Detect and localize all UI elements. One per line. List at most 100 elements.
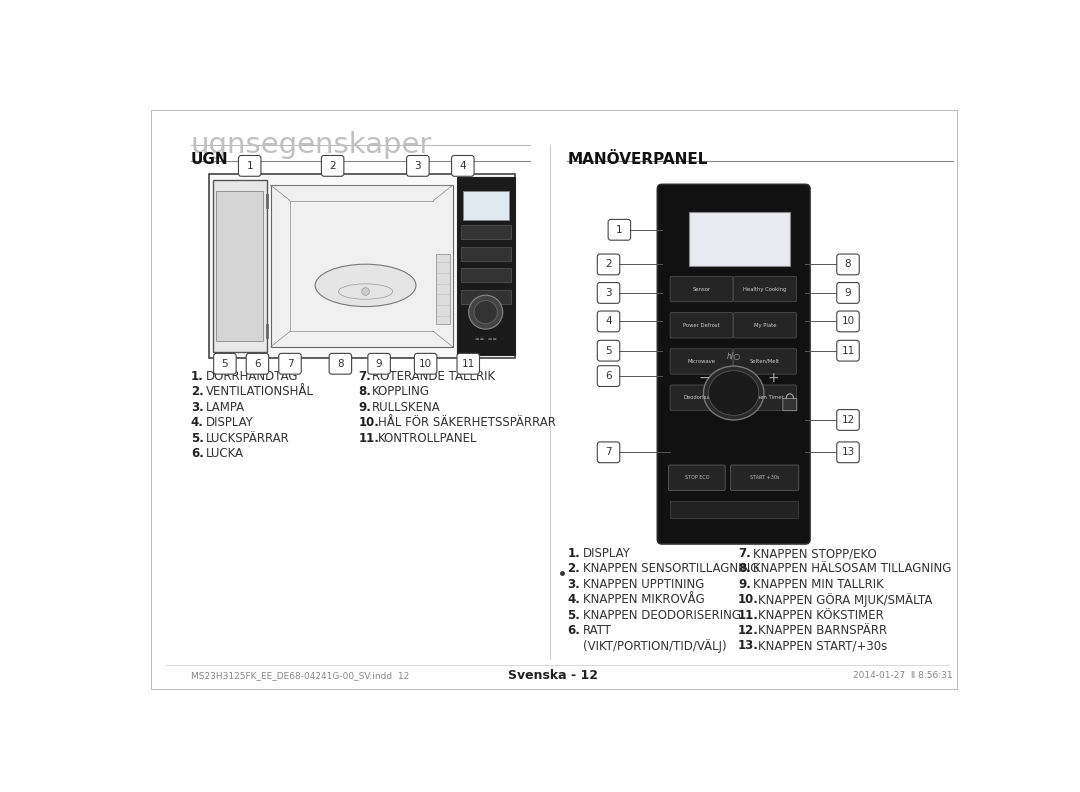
FancyBboxPatch shape xyxy=(451,155,474,177)
Bar xyxy=(460,268,511,282)
Text: 2014-01-27  Ⅱ 8:56:31: 2014-01-27 Ⅱ 8:56:31 xyxy=(853,671,953,680)
Text: 2.: 2. xyxy=(191,386,203,398)
Text: DÖRRHANDTAG: DÖRRHANDTAG xyxy=(206,370,299,383)
Ellipse shape xyxy=(708,371,759,415)
Text: LUCKA: LUCKA xyxy=(206,447,244,460)
Text: 6.: 6. xyxy=(191,447,204,460)
Text: 3.: 3. xyxy=(191,401,203,413)
Text: 11: 11 xyxy=(841,345,854,356)
FancyBboxPatch shape xyxy=(597,283,620,303)
FancyBboxPatch shape xyxy=(239,155,261,177)
Text: MS23H3125FK_EE_DE68-04241G-00_SV.indd  12: MS23H3125FK_EE_DE68-04241G-00_SV.indd 12 xyxy=(191,671,409,680)
Circle shape xyxy=(469,295,502,329)
Bar xyxy=(208,173,515,358)
Text: 12: 12 xyxy=(841,415,854,425)
Text: 9.: 9. xyxy=(359,401,372,413)
Text: KNAPPEN BARNSPÄRR: KNAPPEN BARNSPÄRR xyxy=(758,624,888,637)
Text: KNAPPEN START/+30s: KNAPPEN START/+30s xyxy=(758,639,888,653)
Text: 1: 1 xyxy=(616,225,623,234)
Text: 10: 10 xyxy=(419,359,432,369)
Text: DISPLAY: DISPLAY xyxy=(206,416,254,429)
Text: 1.: 1. xyxy=(567,547,580,560)
Text: START +30s: START +30s xyxy=(750,475,779,480)
Text: VENTILATIONSHÅL: VENTILATIONSHÅL xyxy=(206,386,314,398)
Text: KNAPPEN HÄLSOSAM TILLAGNING: KNAPPEN HÄLSOSAM TILLAGNING xyxy=(754,562,951,576)
Bar xyxy=(271,185,453,347)
Text: KOPPLING: KOPPLING xyxy=(373,386,430,398)
Text: 11.: 11. xyxy=(738,608,759,622)
Text: RULLSKENA: RULLSKENA xyxy=(373,401,441,413)
Text: DISPLAY: DISPLAY xyxy=(583,547,631,560)
Text: LUCKSPÄRRAR: LUCKSPÄRRAR xyxy=(206,432,291,444)
Text: 6.: 6. xyxy=(567,624,580,637)
FancyBboxPatch shape xyxy=(597,341,620,361)
Bar xyxy=(460,247,511,261)
Text: 4.: 4. xyxy=(567,593,580,606)
Text: 7.: 7. xyxy=(738,547,751,560)
Text: Soften/Melt: Soften/Melt xyxy=(750,359,780,364)
Text: Microwave: Microwave xyxy=(688,359,716,364)
Text: +: + xyxy=(767,371,779,385)
Text: 8.: 8. xyxy=(738,562,751,576)
FancyBboxPatch shape xyxy=(730,465,799,490)
Text: 4: 4 xyxy=(605,317,612,326)
Text: 7.: 7. xyxy=(359,370,370,383)
Text: 7: 7 xyxy=(605,447,612,457)
Text: ≈≈  ≈≈: ≈≈ ≈≈ xyxy=(475,337,497,341)
Bar xyxy=(216,192,262,341)
Text: 2: 2 xyxy=(605,260,612,269)
Text: Svenska - 12: Svenska - 12 xyxy=(509,669,598,682)
FancyBboxPatch shape xyxy=(214,353,237,374)
FancyBboxPatch shape xyxy=(837,283,860,303)
Bar xyxy=(213,180,267,352)
FancyBboxPatch shape xyxy=(597,442,620,463)
FancyBboxPatch shape xyxy=(669,465,725,490)
FancyBboxPatch shape xyxy=(407,155,429,177)
Circle shape xyxy=(362,287,369,295)
FancyBboxPatch shape xyxy=(733,385,796,410)
Text: 8.: 8. xyxy=(359,386,372,398)
Text: KNAPPEN UPPTINING: KNAPPEN UPPTINING xyxy=(583,578,704,591)
Text: 11.: 11. xyxy=(359,432,379,444)
FancyBboxPatch shape xyxy=(733,348,796,374)
FancyBboxPatch shape xyxy=(733,313,796,338)
Text: 3: 3 xyxy=(605,288,612,298)
FancyBboxPatch shape xyxy=(415,353,437,374)
FancyBboxPatch shape xyxy=(322,155,343,177)
Bar xyxy=(457,177,515,355)
Text: 10.: 10. xyxy=(738,593,759,606)
Text: 7: 7 xyxy=(286,359,294,369)
Text: 1.: 1. xyxy=(191,370,203,383)
Text: KNAPPEN MIN TALLRIK: KNAPPEN MIN TALLRIK xyxy=(754,578,885,591)
Text: MANÖVERPANEL: MANÖVERPANEL xyxy=(567,152,707,167)
FancyBboxPatch shape xyxy=(246,353,269,374)
Text: 5: 5 xyxy=(605,345,612,356)
FancyBboxPatch shape xyxy=(670,276,733,302)
Text: 13: 13 xyxy=(841,447,854,457)
Text: STOP ECO: STOP ECO xyxy=(685,475,710,480)
FancyBboxPatch shape xyxy=(837,311,860,332)
Text: 6: 6 xyxy=(605,371,612,381)
Text: (VIKT/PORTION/TID/VÄLJ): (VIKT/PORTION/TID/VÄLJ) xyxy=(583,639,727,653)
FancyBboxPatch shape xyxy=(457,353,480,374)
Text: 8: 8 xyxy=(337,359,343,369)
Text: ugnsegenskaper: ugnsegenskaper xyxy=(191,131,432,159)
Bar xyxy=(670,501,798,518)
FancyBboxPatch shape xyxy=(597,254,620,275)
Text: KNAPPEN DEODORISERING: KNAPPEN DEODORISERING xyxy=(583,608,741,622)
Ellipse shape xyxy=(703,366,764,420)
FancyBboxPatch shape xyxy=(670,385,733,410)
Text: Sensor: Sensor xyxy=(692,287,711,291)
Text: UGN: UGN xyxy=(191,152,229,167)
Text: 3: 3 xyxy=(415,161,421,171)
FancyBboxPatch shape xyxy=(670,313,733,338)
Text: 9: 9 xyxy=(376,359,382,369)
Text: KNAPPEN SENSORTILLAGNING: KNAPPEN SENSORTILLAGNING xyxy=(583,562,759,576)
Text: Kitchen Timer: Kitchen Timer xyxy=(746,395,783,400)
Text: 9.: 9. xyxy=(738,578,751,591)
Bar xyxy=(435,254,449,324)
FancyBboxPatch shape xyxy=(608,219,631,240)
Text: 4: 4 xyxy=(459,161,467,171)
Text: KNAPPEN GÖRA MJUK/SMÄLTA: KNAPPEN GÖRA MJUK/SMÄLTA xyxy=(758,593,932,607)
Text: Deodorisation: Deodorisation xyxy=(684,395,720,400)
